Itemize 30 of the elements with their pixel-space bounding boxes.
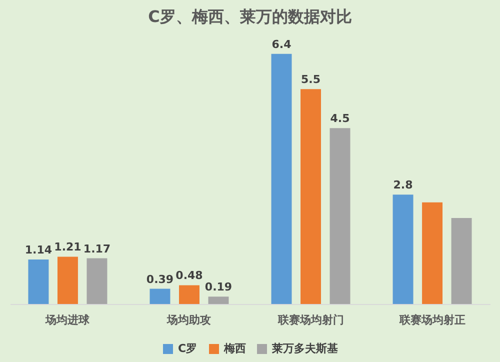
data-label: 1.17 [83, 242, 111, 256]
bar [28, 259, 49, 304]
data-label: 0.39 [146, 272, 174, 286]
bar [179, 285, 200, 304]
data-label: 5.5 [301, 73, 321, 86]
bar [422, 202, 443, 304]
bar [271, 54, 292, 304]
bar [150, 288, 170, 304]
bar [57, 256, 78, 304]
legend-label: 梅西 [223, 342, 246, 355]
data-label: 1.21 [54, 240, 82, 254]
x-tick-label: 联赛场均射门 [276, 314, 344, 326]
bar [392, 194, 414, 304]
data-label: 2.8 [393, 178, 413, 192]
legend-label: C罗 [178, 342, 198, 355]
bar [208, 296, 229, 304]
legend-label: 莱万多夫斯基 [271, 342, 338, 355]
x-tick-label: 场均进球 [44, 314, 91, 326]
x-tick-label: 联赛场均射正 [398, 314, 466, 326]
x-tick-label: 场均助攻 [166, 314, 212, 326]
data-label: 1.14 [24, 243, 52, 256]
bar [300, 89, 321, 304]
bar [330, 128, 350, 304]
bar [451, 218, 472, 304]
data-label: 0.48 [176, 269, 203, 282]
data-label: 4.5 [330, 112, 350, 126]
data-label: 6.4 [272, 38, 292, 51]
chart-title: C罗、梅西、莱万的数据对比 [148, 6, 352, 26]
data-label: 0.19 [204, 280, 232, 294]
bar [86, 258, 108, 304]
